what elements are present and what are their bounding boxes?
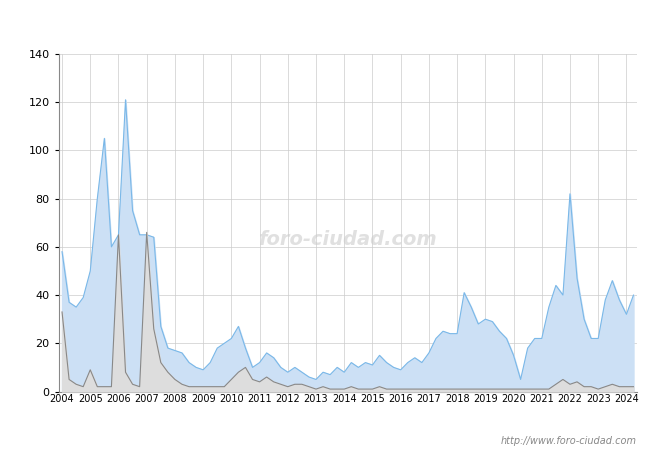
Text: Sevilla la Nueva - Evolucion del Nº de Transacciones Inmobiliarias: Sevilla la Nueva - Evolucion del Nº de T… xyxy=(106,17,544,30)
Text: http://www.foro-ciudad.com: http://www.foro-ciudad.com xyxy=(501,436,637,446)
Text: foro-ciudad.com: foro-ciudad.com xyxy=(259,230,437,249)
